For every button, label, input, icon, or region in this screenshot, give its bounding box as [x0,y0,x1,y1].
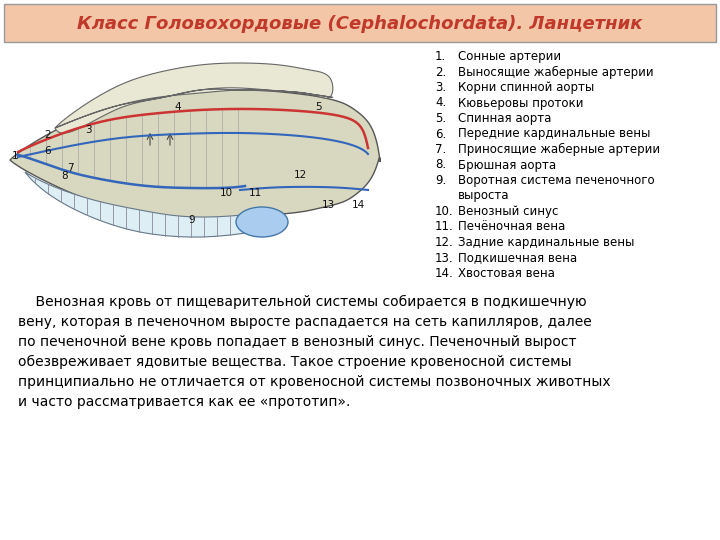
Polygon shape [10,90,380,218]
Text: Брюшная аорта: Брюшная аорта [458,159,556,172]
Polygon shape [25,172,250,237]
Text: Кювьеровы протоки: Кювьеровы протоки [458,97,583,110]
Text: 2.: 2. [435,65,446,78]
Text: Печёночная вена: Печёночная вена [458,220,565,233]
Text: Венозная кровь от пищеварительной системы собирается в подкишечную: Венозная кровь от пищеварительной систем… [18,295,587,309]
Text: 13.: 13. [435,252,454,265]
Text: Задние кардинальные вены: Задние кардинальные вены [458,236,634,249]
Ellipse shape [236,207,288,237]
FancyBboxPatch shape [4,4,716,42]
Text: 1: 1 [12,151,18,161]
Text: 11.: 11. [435,220,454,233]
Text: Подкишечная вена: Подкишечная вена [458,252,577,265]
Text: 3.: 3. [435,81,446,94]
Text: Приносящие жаберные артерии: Приносящие жаберные артерии [458,143,660,156]
Text: 14: 14 [351,200,364,210]
Text: 9.: 9. [435,174,446,187]
Text: Венозный синус: Венозный синус [458,205,559,218]
Text: по печеночной вене кровь попадает в венозный синус. Печеночный вырост: по печеночной вене кровь попадает в вено… [18,335,577,349]
Text: 7: 7 [67,163,73,173]
Text: 8.: 8. [435,159,446,172]
Text: выроста: выроста [458,190,510,202]
Text: Спинная аорта: Спинная аорта [458,112,552,125]
Text: Сонные артерии: Сонные артерии [458,50,561,63]
Text: 12.: 12. [435,236,454,249]
Text: вену, которая в печеночном выросте распадается на сеть капилляров, далее: вену, которая в печеночном выросте распа… [18,315,592,329]
Text: 3: 3 [85,125,91,135]
Text: Корни спинной аорты: Корни спинной аорты [458,81,594,94]
Text: 4.: 4. [435,97,446,110]
Text: 1.: 1. [435,50,446,63]
Text: 5.: 5. [435,112,446,125]
Text: 6: 6 [45,146,51,156]
Text: принципиально не отличается от кровеносной системы позвоночных животных: принципиально не отличается от кровеносн… [18,375,611,389]
Text: Передние кардинальные вены: Передние кардинальные вены [458,127,650,140]
Text: Хвостовая вена: Хвостовая вена [458,267,555,280]
Polygon shape [55,63,333,133]
Text: 12: 12 [293,170,307,180]
Text: Выносящие жаберные артерии: Выносящие жаберные артерии [458,65,654,79]
Text: и часто рассматривается как ее «прототип».: и часто рассматривается как ее «прототип… [18,395,351,409]
Text: 7.: 7. [435,143,446,156]
Text: обезвреживает ядовитые вещества. Такое строение кровеносной системы: обезвреживает ядовитые вещества. Такое с… [18,355,572,369]
Text: 6.: 6. [435,127,446,140]
Text: 13: 13 [321,200,335,210]
Text: Класс Головохордовые (Cephalochordata). Ланцетник: Класс Головохордовые (Cephalochordata). … [77,15,643,33]
Text: 8: 8 [62,171,68,181]
Text: 11: 11 [248,188,261,198]
Text: 4: 4 [175,102,181,112]
Text: Воротная система печеночного: Воротная система печеночного [458,174,654,187]
Text: 10.: 10. [435,205,454,218]
Text: 14.: 14. [435,267,454,280]
Text: 9: 9 [189,215,195,225]
Text: 10: 10 [220,188,233,198]
Text: 2: 2 [45,130,51,140]
Text: 5: 5 [315,102,321,112]
